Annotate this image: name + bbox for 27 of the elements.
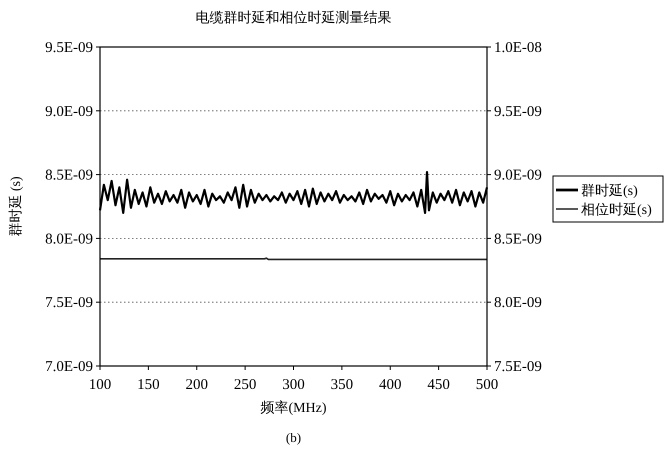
x-tick-label: 500 bbox=[476, 377, 498, 393]
x-tick-label: 350 bbox=[330, 377, 354, 393]
y-tick-label: 9.5E-09 bbox=[45, 40, 93, 56]
x-tick-label: 150 bbox=[137, 377, 160, 393]
y2-tick-label: 1.0E-08 bbox=[494, 40, 542, 56]
x-tick-label: 450 bbox=[427, 377, 450, 393]
y-tick-label: 9.0E-09 bbox=[45, 104, 93, 120]
y-tick-label: 7.0E-09 bbox=[45, 359, 93, 375]
y2-tick-label: 9.0E-09 bbox=[494, 168, 542, 184]
chart-title: 电缆群时延和相位时延测量结果 bbox=[196, 10, 392, 26]
x-tick-label: 250 bbox=[234, 377, 256, 393]
y-tick-label: 8.5E-09 bbox=[45, 168, 93, 184]
y-tick-label: 8.0E-09 bbox=[45, 231, 93, 248]
legend-label: 相位时延(s) bbox=[581, 202, 652, 218]
x-axis-title: 频率(MHz) bbox=[260, 400, 327, 416]
legend-label: 群时延(s) bbox=[581, 183, 638, 199]
y2-tick-label: 8.5E-09 bbox=[494, 231, 542, 248]
x-tick-label: 400 bbox=[379, 377, 402, 393]
text: (b) bbox=[286, 430, 302, 445]
y2-tick-label: 7.5E-09 bbox=[494, 359, 542, 375]
y2-tick-label: 9.5E-09 bbox=[494, 104, 542, 120]
y2-tick-label: 8.0E-09 bbox=[494, 295, 542, 312]
y-tick-label: 7.5E-09 bbox=[45, 295, 93, 312]
x-tick-label: 100 bbox=[88, 377, 112, 393]
y-axis-title: 群时延 (s) bbox=[8, 176, 24, 237]
x-tick-label: 200 bbox=[186, 377, 208, 393]
x-tick-label: 300 bbox=[282, 377, 305, 393]
